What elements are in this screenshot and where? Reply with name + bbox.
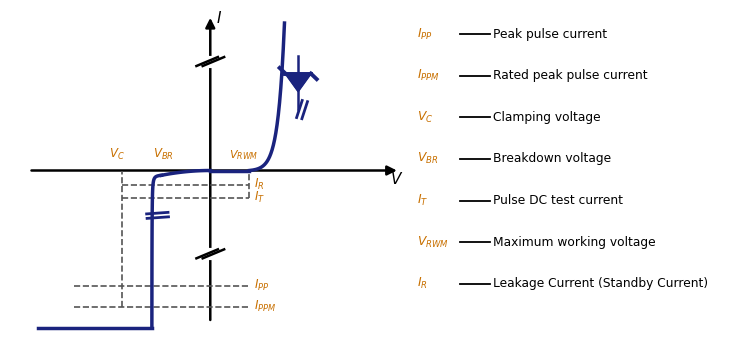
Text: $V_C$: $V_C$ xyxy=(109,147,125,162)
Text: $I_{PP}$: $I_{PP}$ xyxy=(255,278,270,294)
Text: Peak pulse current: Peak pulse current xyxy=(493,28,608,41)
Text: Pulse DC test current: Pulse DC test current xyxy=(493,194,623,207)
Text: Rated peak pulse current: Rated peak pulse current xyxy=(493,69,648,82)
Text: $I_T$: $I_T$ xyxy=(255,190,265,205)
Text: $V_{RWM}$: $V_{RWM}$ xyxy=(417,235,449,250)
Text: Breakdown voltage: Breakdown voltage xyxy=(493,152,611,165)
Text: $I_{PPM}$: $I_{PPM}$ xyxy=(255,299,276,314)
Text: $V_{BR}$: $V_{BR}$ xyxy=(417,151,438,166)
Text: $I_T$: $I_T$ xyxy=(417,193,428,208)
Text: $I_{PP}$: $I_{PP}$ xyxy=(417,27,433,42)
Text: Leakage Current (Standby Current): Leakage Current (Standby Current) xyxy=(493,277,708,290)
Text: $I_R$: $I_R$ xyxy=(255,177,264,192)
Text: Maximum working voltage: Maximum working voltage xyxy=(493,236,656,249)
Text: $I_{PPM}$: $I_{PPM}$ xyxy=(417,68,440,83)
Polygon shape xyxy=(285,74,311,91)
Text: I: I xyxy=(217,11,222,26)
Text: $V_C$: $V_C$ xyxy=(417,110,433,125)
Text: $V_{RWM}$: $V_{RWM}$ xyxy=(229,148,258,162)
Text: V: V xyxy=(391,172,401,187)
Text: $V_{BR}$: $V_{BR}$ xyxy=(153,147,173,162)
Text: Clamping voltage: Clamping voltage xyxy=(493,111,601,124)
Text: $I_R$: $I_R$ xyxy=(417,276,427,291)
